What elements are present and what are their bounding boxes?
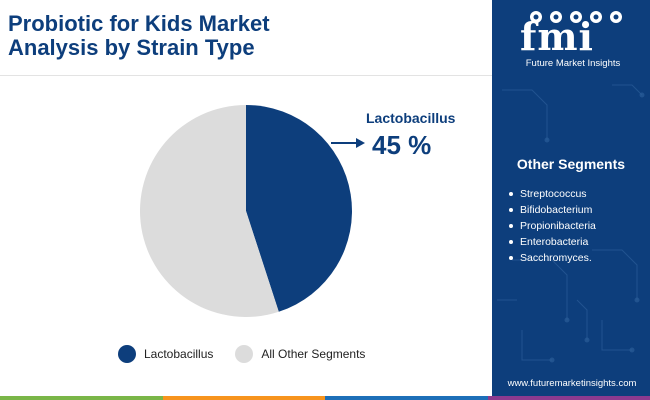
legend-swatch <box>235 345 254 363</box>
other-segments-title: Other Segments <box>516 156 626 172</box>
bottom-bar-segment <box>487 396 650 400</box>
circuit-pattern <box>497 84 645 363</box>
logo-wordmark: fmi <box>520 14 594 59</box>
pie-slice-all-other-segments <box>139 105 279 317</box>
title-line-1: Probiotic for Kids Market <box>8 11 270 36</box>
callout-label: Lactobacillus <box>366 110 456 126</box>
callout-value: 45 % <box>372 130 432 160</box>
title-line-2: Analysis by Strain Type <box>8 35 255 60</box>
logo-tagline: Future Market Insights <box>525 58 621 69</box>
website-url: www.futuremarketinsights.com <box>507 378 637 389</box>
other-segment-item: Propionibacteria <box>508 218 596 234</box>
fmi-logo: fmi Future Market Insights <box>492 6 650 72</box>
chart-legend: Lactobacillus All Other Segments <box>118 344 387 364</box>
pie-chart <box>139 105 365 317</box>
header-divider <box>0 75 492 76</box>
legend-label: Lactobacillus <box>144 347 214 361</box>
pie-slice-lactobacillus <box>246 105 352 312</box>
other-segment-item: Streptococcus <box>508 186 596 202</box>
logo-icons <box>530 11 622 23</box>
other-segments-list: Streptococcus Bifidobacterium Propionibact… <box>508 186 596 266</box>
callout-arrow <box>331 138 365 148</box>
legend-item: Lactobacillus <box>118 345 213 363</box>
pie-slices <box>139 105 352 317</box>
legend-swatch <box>118 345 136 363</box>
legend-label: All Other Segments <box>261 347 366 361</box>
other-segment-item: Sacchromyces. <box>508 250 596 266</box>
bottom-bar-segment <box>325 396 488 400</box>
bottom-bar-segment <box>162 396 325 400</box>
other-segment-item: Enterobacteria <box>508 234 596 250</box>
sidebar-panel: fmi Future Market Insights Other Segment… <box>492 0 650 400</box>
bottom-bar-segment <box>0 396 163 400</box>
page-title: Probiotic for Kids Market Analysis by St… <box>8 12 448 60</box>
legend-item: All Other Segments <box>235 345 365 363</box>
bottom-color-bar <box>0 396 650 400</box>
other-segment-item: Bifidobacterium <box>508 202 596 218</box>
